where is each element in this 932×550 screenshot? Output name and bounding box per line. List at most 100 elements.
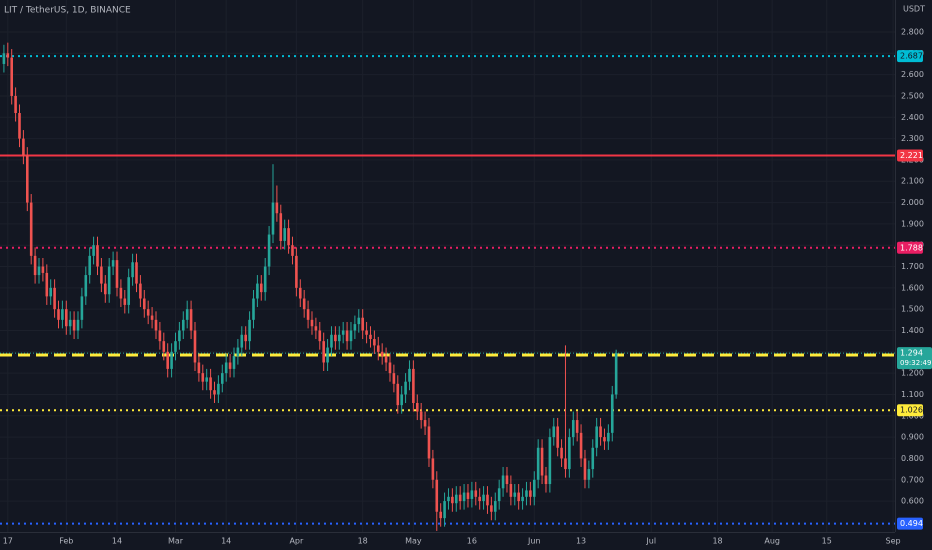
y-tick-label: 1.100 [901, 390, 924, 399]
candle-body [423, 420, 427, 427]
candle-body [6, 53, 10, 58]
x-tick-label: 14 [112, 537, 122, 546]
candle-body [256, 283, 259, 299]
candle-body [587, 469, 591, 480]
candle-body [142, 298, 146, 310]
currency-label: USDT [903, 5, 925, 14]
chart-title: LIT / TetherUS, 1D, BINANCE [4, 6, 131, 16]
candle-body [357, 317, 361, 325]
candle-body [76, 319, 80, 331]
candle-body [556, 426, 559, 448]
candle-body [193, 330, 197, 363]
last-price-box [897, 347, 932, 370]
candle-body [607, 432, 610, 442]
candle-body [505, 475, 509, 485]
level-label-box [897, 517, 923, 530]
y-tick-label: 2.300 [901, 134, 924, 143]
x-tick-label: 13 [576, 537, 586, 546]
candle-body [33, 255, 37, 276]
candle-body [568, 437, 571, 470]
candle-body [318, 330, 322, 342]
candle-body [404, 381, 407, 395]
level-label-box [897, 404, 923, 417]
level-label-box [897, 241, 923, 254]
candle-body [478, 496, 481, 502]
candle-body [115, 260, 119, 288]
candle-body [353, 324, 357, 331]
y-tick-label: 1.700 [901, 262, 924, 271]
candle-body [150, 315, 154, 320]
candle-body [100, 266, 103, 284]
x-tick-label: Mar [168, 537, 184, 546]
level-label-box [897, 50, 923, 63]
candle-body [263, 266, 267, 293]
countdown-label: 09:32:49 [900, 359, 931, 367]
candle-body [53, 287, 56, 310]
candle-body [275, 202, 279, 214]
candle-body [451, 496, 454, 504]
y-tick-label: 0.900 [901, 433, 924, 442]
x-tick-label: 15 [822, 537, 832, 546]
x-tick-label: Jul [645, 537, 656, 546]
candle-body [2, 53, 6, 64]
candle-body [322, 341, 325, 363]
y-tick-label: 1.200 [901, 369, 924, 378]
candle-body [447, 496, 450, 502]
candle-body [209, 377, 212, 391]
candle-body [341, 330, 345, 335]
candle-body [162, 341, 166, 352]
candle-body [119, 287, 123, 299]
candle-body [396, 383, 400, 406]
candle-body [349, 330, 353, 342]
x-tick-label: Apr [289, 537, 304, 546]
candle-body [228, 362, 232, 369]
y-tick-label: 1.500 [901, 305, 924, 314]
candle-body [259, 283, 263, 293]
candle-body [131, 262, 134, 278]
candle-body [236, 347, 240, 357]
candle-body [431, 458, 435, 480]
candle-body [427, 426, 431, 459]
candle-body [72, 319, 76, 331]
level-label: 2.221 [900, 151, 923, 160]
candle-body [271, 202, 275, 235]
level-label: 1.788 [900, 243, 923, 252]
candle-body [525, 490, 528, 497]
candle-body [458, 494, 462, 502]
candle-body [29, 202, 33, 256]
candle-body [536, 447, 540, 480]
y-tick-label: 0.800 [901, 454, 924, 463]
y-tick-label: 2.400 [901, 113, 924, 122]
candle-body [482, 494, 485, 502]
candle-body [583, 458, 587, 480]
candle-body [283, 228, 286, 241]
candle-body [49, 287, 52, 297]
candle-body [443, 501, 446, 519]
candle-body [189, 309, 193, 331]
candle-body [509, 484, 513, 497]
candle-body [298, 287, 302, 299]
candle-body [575, 420, 579, 433]
candle-body [267, 234, 271, 267]
candle-body [279, 213, 283, 241]
candle-body [591, 447, 595, 470]
candle-body [380, 351, 384, 357]
candle-body [158, 330, 162, 342]
candle-body [470, 490, 474, 499]
level-label: 1.026 [900, 406, 923, 415]
candle-body [334, 334, 337, 342]
candle-body [493, 501, 497, 512]
level-label: 2.687 [900, 52, 923, 61]
candle-body [462, 492, 466, 502]
candle-body [244, 334, 247, 342]
candle-body [174, 341, 177, 352]
candle-body [197, 362, 201, 374]
candle-body [22, 138, 25, 156]
candle-body [361, 317, 364, 331]
candle-body [392, 373, 396, 384]
candle-body [84, 275, 88, 297]
candle-body [213, 390, 216, 395]
candle-body [540, 447, 544, 476]
candle-body [57, 309, 60, 320]
